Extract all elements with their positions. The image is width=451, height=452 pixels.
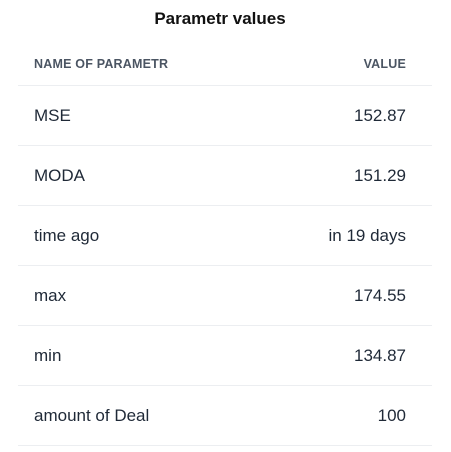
table-row: max 174.55: [18, 266, 432, 326]
parameter-value: 174.55: [354, 285, 406, 305]
table-row: min 134.87: [18, 326, 432, 386]
parameter-value: 152.87: [354, 105, 406, 125]
column-header-value: VALUE: [363, 56, 406, 71]
parameter-name: time ago: [34, 225, 100, 245]
parameter-name: MODA: [34, 165, 85, 185]
parameter-name: MSE: [34, 105, 71, 125]
column-header-name: NAME OF PARAMETR: [34, 56, 169, 71]
table-row: amount of Deal 100: [18, 386, 432, 446]
parameter-name: min: [34, 345, 62, 365]
parameter-name: max: [34, 285, 67, 305]
parameter-table: NAME OF PARAMETR VALUE MSE 152.87 MODA 1…: [18, 42, 432, 446]
table-row: MSE 152.87: [18, 86, 432, 146]
table-row: MODA 151.29: [18, 146, 432, 206]
parameter-value: in 19 days: [328, 225, 407, 245]
table-header: NAME OF PARAMETR VALUE: [18, 42, 432, 86]
panel-title: Parametr values: [154, 9, 286, 28]
parameter-value: 134.87: [354, 345, 406, 365]
parameter-name: amount of Deal: [34, 405, 150, 425]
parameter-value: 151.29: [354, 165, 406, 185]
table-row: time ago in 19 days: [18, 206, 432, 266]
parameter-value: 100: [377, 405, 406, 425]
